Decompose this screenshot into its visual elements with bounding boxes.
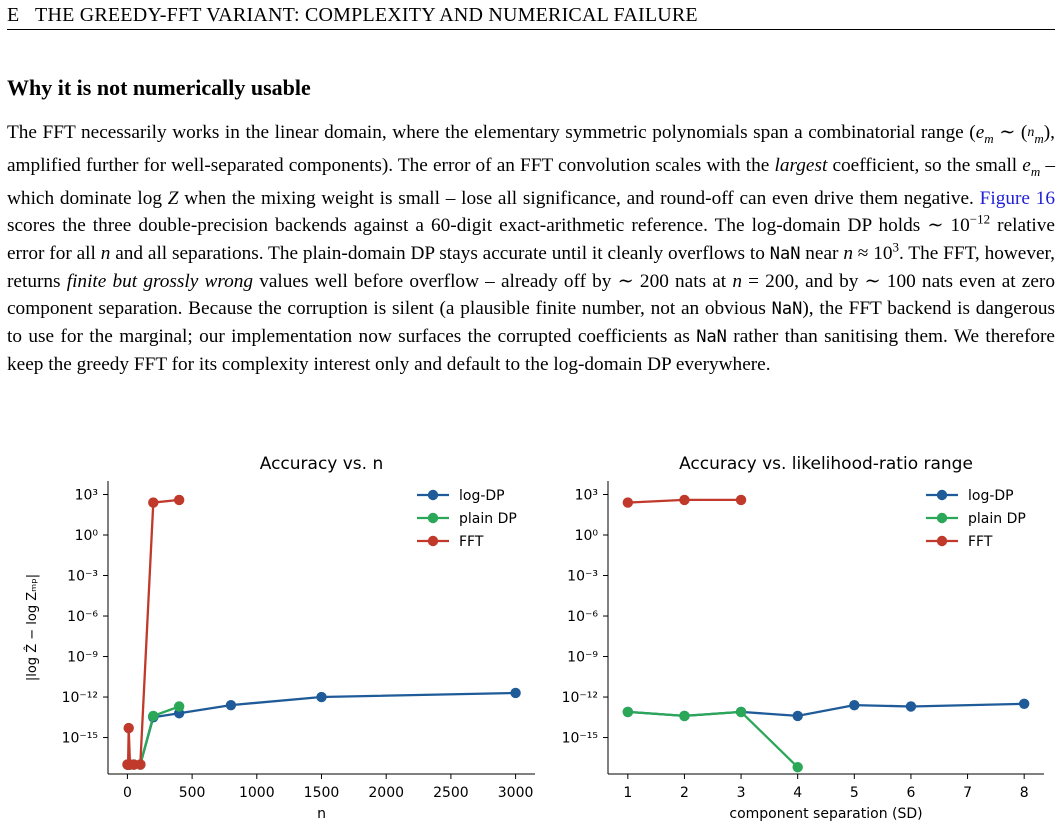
x-tick-label: 1000	[239, 785, 275, 801]
chart-title: Accuracy vs. likelihood-ratio range	[679, 454, 973, 474]
legend-marker	[936, 512, 948, 524]
body-paragraph: The FFT necessarily works in the linear …	[7, 122, 1055, 376]
figure-link[interactable]: Figure 16	[979, 188, 1055, 210]
x-tick-label: 4	[793, 785, 802, 801]
y-tick-label: 10⁻⁹	[67, 650, 98, 666]
x-axis-label: n	[317, 806, 326, 822]
x-tick-label: 7	[963, 785, 972, 801]
chart-accuracy-vs-separation: Accuracy vs. likelihood-ratio range 10³ 10…	[562, 454, 1044, 822]
x-tick-label: 6	[906, 785, 915, 801]
legend-marker	[427, 512, 439, 524]
x-tick-label: 0	[123, 785, 132, 801]
emphasis-finite: finite but grossly wrong	[66, 270, 254, 292]
legend-label: FFT	[459, 534, 484, 550]
y-tick-label: 10³	[575, 488, 598, 504]
legend-marker	[936, 489, 948, 501]
data-point	[173, 701, 185, 712]
chart-title: Accuracy vs. n	[260, 454, 384, 474]
y-tick-label: 10⁻¹⁵	[62, 731, 98, 747]
figure-16: Accuracy vs. n 10³ 10⁰ 10⁻³ 10⁻⁶ 10⁻⁹ 10⁻¹² 10⁻…	[24, 454, 1044, 822]
data-point	[316, 691, 327, 703]
data-point	[735, 706, 747, 718]
data-point	[905, 701, 917, 712]
data-point	[792, 710, 803, 722]
y-tick-label: 10⁻⁶	[67, 609, 98, 625]
data-point	[679, 494, 690, 506]
data-point	[679, 710, 690, 722]
series-line-plain-dp	[627, 710, 799, 769]
legend-label: plain DP	[968, 511, 1026, 527]
x-tick-label: 5	[850, 785, 859, 801]
x-tick-label: 8	[1020, 785, 1029, 801]
x-tick-label: 3	[737, 785, 746, 801]
x-tick-label: 2000	[368, 785, 404, 801]
data-point	[622, 706, 634, 718]
data-point	[148, 497, 159, 508]
data-point	[135, 759, 146, 770]
data-point	[148, 710, 159, 722]
y-tick-label: 10⁻¹²	[562, 690, 598, 706]
data-point	[622, 497, 634, 508]
x-axis-label: component separation (SD)	[729, 806, 922, 822]
series-line-fft	[126, 498, 180, 766]
y-tick-label: 10⁻¹⁵	[562, 731, 598, 747]
nan-code: NaN	[769, 243, 801, 264]
x-tick-label: 2	[680, 785, 689, 801]
legend-label: log-DP	[968, 488, 1014, 504]
nan-code: NaN	[771, 298, 803, 319]
legend-label: log-DP	[459, 488, 505, 504]
y-tick-label: 10⁻³	[67, 569, 98, 585]
chart-accuracy-vs-n: Accuracy vs. n 10³ 10⁰ 10⁻³ 10⁻⁶ 10⁻⁹ 10⁻¹² 10⁻…	[24, 454, 535, 822]
data-point	[173, 494, 185, 506]
x-tick-label: 3000	[498, 785, 534, 801]
data-point	[1018, 698, 1030, 709]
legend-label: plain DP	[459, 511, 517, 527]
emphasis-largest: largest	[774, 155, 828, 177]
data-point	[735, 494, 747, 506]
legend-marker	[427, 535, 439, 547]
y-tick-label: 10⁻⁶	[567, 609, 598, 625]
x-tick-label: 2500	[433, 785, 469, 801]
data-point	[510, 687, 521, 699]
series-line-log-dp	[127, 691, 516, 766]
section-header-title: THE GREEDY-FFT VARIANT: COMPLEXITY AND N…	[35, 4, 698, 26]
y-tick-label: 10⁻¹²	[62, 690, 98, 706]
y-tick-label: 10³	[75, 488, 98, 504]
y-tick-label: 10⁰	[75, 528, 99, 544]
data-point	[225, 699, 237, 711]
section-number: E	[7, 4, 20, 26]
subsection-title: Why it is not numerically usable	[7, 75, 311, 100]
data-point	[123, 722, 134, 734]
x-tick-label: 1	[623, 785, 632, 801]
nan-code: NaN	[696, 327, 727, 348]
x-tick-label: 500	[179, 785, 206, 801]
y-tick-label: 10⁰	[575, 528, 599, 544]
section-header: E THE GREEDY-FFT VARIANT: COMPLEXITY AND…	[7, 3, 1055, 30]
legend-label: FFT	[968, 534, 993, 550]
data-point	[849, 699, 860, 711]
y-axis-label: |log Ẑ − log Zₘₚ|	[24, 574, 40, 681]
y-tick-label: 10⁻³	[567, 569, 598, 585]
y-tick-label: 10⁻⁹	[567, 650, 598, 666]
legend-marker	[936, 535, 948, 547]
x-tick-label: 1500	[304, 785, 340, 801]
data-point	[792, 762, 803, 773]
legend-marker	[427, 489, 439, 501]
